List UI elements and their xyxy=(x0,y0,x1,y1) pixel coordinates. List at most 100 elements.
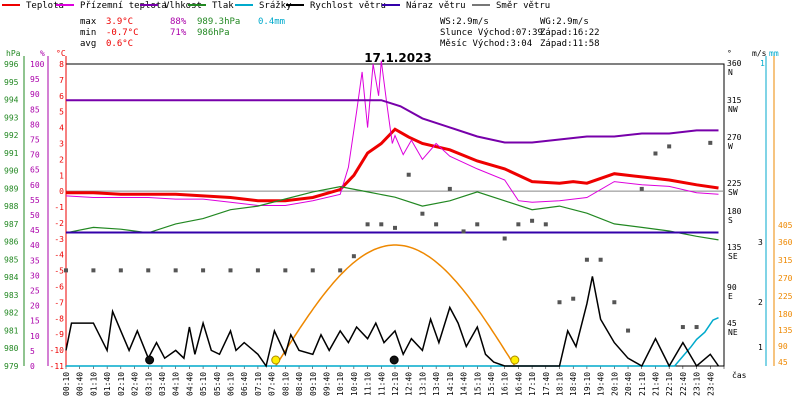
tick-percent: 85 xyxy=(30,105,40,114)
stat-ws: WS:2.9m/s xyxy=(440,17,489,27)
legend-label: Tlak xyxy=(212,1,234,11)
tick-time: 23:40 xyxy=(706,372,715,396)
tick-celsius: -7 xyxy=(54,298,64,307)
legend-label: Přízemní teplota xyxy=(80,1,167,11)
direction-point xyxy=(680,325,685,330)
tick-time: 05:40 xyxy=(213,372,222,396)
tick-time: 12:40 xyxy=(405,372,414,396)
tick-time: 08:10 xyxy=(281,372,290,396)
tick-time: 19:10 xyxy=(583,372,592,396)
tick-time: 02:10 xyxy=(117,372,126,396)
direction-point xyxy=(393,225,397,230)
tick-time: 10:10 xyxy=(336,372,345,396)
tick-celsius: -11 xyxy=(50,362,65,371)
tick-celsius: 3 xyxy=(59,139,64,148)
direction-point xyxy=(447,186,452,191)
direction-point xyxy=(64,268,68,273)
chart-title: 17.1.2023 xyxy=(364,51,432,65)
tick-deg-right: 180 xyxy=(778,310,793,319)
legend-label: Rychlost větru xyxy=(310,1,386,11)
tick-time: 13:10 xyxy=(418,372,427,396)
tick-hpa: 996 xyxy=(4,60,19,69)
tick-ms: 2 xyxy=(758,298,763,307)
tick-time: 01:10 xyxy=(89,372,98,396)
direction-point xyxy=(626,328,631,333)
tick-percent: 25 xyxy=(30,287,40,296)
tick-time: 23:10 xyxy=(693,372,702,396)
direction-point xyxy=(475,222,480,227)
stat-moonset: Západ:11:58 xyxy=(540,39,600,49)
stat-press: 986hPa xyxy=(197,28,230,38)
moon-marker xyxy=(389,355,399,365)
series-line xyxy=(65,276,720,368)
direction-point xyxy=(708,140,713,145)
tick-time: 11:10 xyxy=(364,372,373,396)
series-line xyxy=(66,127,719,203)
direction-point xyxy=(420,211,425,216)
direction-point xyxy=(612,300,617,305)
tick-direction: 315 xyxy=(727,96,742,105)
tick-time: 15:40 xyxy=(487,372,496,396)
tick-direction: 45 xyxy=(727,319,737,328)
tick-ms: 3 xyxy=(758,238,763,247)
tick-hpa: 979 xyxy=(4,362,19,371)
tick-percent: 0 xyxy=(30,362,35,371)
tick-percent: 10 xyxy=(30,332,40,341)
tick-celsius: -3 xyxy=(54,235,64,244)
axes: hPa 996 995 994 993 992 991 990 989 988 987 986 985 9… xyxy=(4,49,793,396)
legend-label: Teplota xyxy=(26,1,64,11)
stat-row-label: max xyxy=(80,17,97,27)
tick-percent: 15 xyxy=(30,317,40,326)
tick-time: 01:40 xyxy=(103,372,112,396)
tick-celsius: -9 xyxy=(54,330,64,339)
direction-point xyxy=(653,151,658,156)
tick-time: 15:10 xyxy=(473,372,482,396)
tick-direction: 180 xyxy=(727,207,742,216)
tick-time: 07:10 xyxy=(254,372,263,396)
tick-hpa: 988 xyxy=(4,202,19,211)
tick-direction-name: NE xyxy=(728,328,738,337)
tick-celsius: 0 xyxy=(59,187,64,196)
direction-point xyxy=(584,257,589,262)
direction-point xyxy=(502,236,507,241)
axis-label-hpa: hPa xyxy=(6,49,21,58)
sun-marker xyxy=(271,355,281,365)
tick-percent: 100 xyxy=(30,60,45,69)
tick-celsius: 7 xyxy=(59,76,64,85)
tick-time: 21:10 xyxy=(638,372,647,396)
axis-label-time: čas xyxy=(732,370,747,380)
tick-direction-name: E xyxy=(728,292,733,301)
tick-time: 12:10 xyxy=(391,372,400,396)
legend-label: Směr větru xyxy=(496,1,550,11)
tick-time: 22:40 xyxy=(679,372,688,396)
moon-marker xyxy=(145,355,155,365)
plot-frame xyxy=(65,63,725,367)
tick-time: 13:40 xyxy=(432,372,441,396)
tick-percent: 45 xyxy=(30,226,40,235)
series-line xyxy=(65,60,719,206)
tick-time: 05:10 xyxy=(199,372,208,396)
tick-time: 08:40 xyxy=(295,372,304,396)
stat-temp: -0.7°C xyxy=(106,28,139,38)
tick-hpa: 989 xyxy=(4,184,19,193)
axis-label-percent: % xyxy=(40,49,45,58)
tick-direction-name: S xyxy=(728,216,733,225)
stat-temp: 3.9°C xyxy=(106,17,133,27)
stat-sunset: Západ:16:22 xyxy=(540,28,600,38)
series-line xyxy=(66,99,719,144)
direction-point xyxy=(91,268,96,273)
stat-rain: 0.4mm xyxy=(258,17,285,27)
tick-hpa: 980 xyxy=(4,344,19,353)
tick-time: 18:10 xyxy=(556,372,565,396)
tick-percent: 55 xyxy=(30,196,40,205)
tick-percent: 60 xyxy=(30,181,40,190)
tick-percent: 40 xyxy=(30,241,40,250)
tick-percent: 70 xyxy=(30,151,40,160)
tick-hpa: 994 xyxy=(4,96,19,105)
tick-time: 16:10 xyxy=(501,372,510,396)
tick-hpa: 983 xyxy=(4,291,19,300)
tick-hpa: 985 xyxy=(4,255,19,264)
tick-hpa: 990 xyxy=(4,167,19,176)
tick-time: 04:10 xyxy=(172,372,181,396)
